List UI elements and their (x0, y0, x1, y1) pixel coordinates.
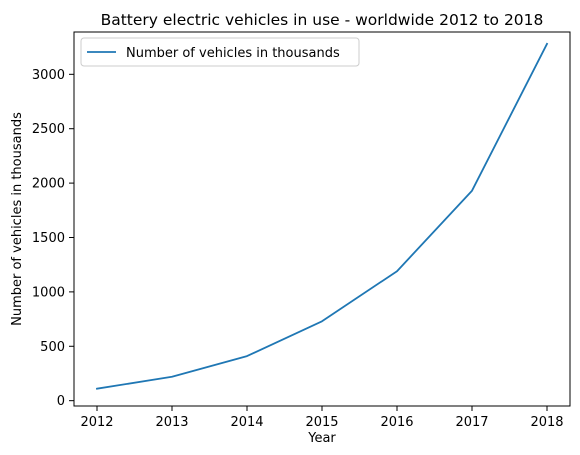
x-tick-label: 2012 (80, 415, 113, 430)
x-axis: 2012 2013 2014 2015 2016 2017 2018 (80, 406, 564, 430)
x-tick-label: 2018 (530, 415, 563, 430)
x-tick-label: 2016 (380, 415, 413, 430)
legend-label: Number of vehicles in thousands (126, 46, 340, 61)
x-tick-label: 2013 (155, 415, 188, 430)
y-axis: 0 500 1000 1500 2000 2500 3000 (32, 68, 74, 409)
x-tick-label: 2015 (305, 415, 338, 430)
y-tick-label: 1500 (32, 231, 65, 246)
x-tick-label: 2017 (455, 415, 488, 430)
series-line (95, 42, 549, 390)
x-tick-label: 2014 (230, 415, 263, 430)
y-tick-label: 500 (40, 340, 65, 355)
y-tick-label: 2500 (32, 122, 65, 137)
y-tick-label: 1000 (32, 285, 65, 300)
y-tick-label: 0 (57, 394, 65, 409)
y-tick-label: 2000 (32, 177, 65, 192)
series-layer (95, 42, 549, 390)
y-tick-label: 3000 (32, 68, 65, 83)
y-axis-label: Number of vehicles in thousands (10, 112, 25, 326)
x-axis-label: Year (307, 431, 336, 446)
legend-box (80, 37, 360, 67)
chart-title: Battery electric vehicles in use - world… (101, 11, 544, 29)
legend: Number of vehicles in thousands (80, 37, 360, 67)
